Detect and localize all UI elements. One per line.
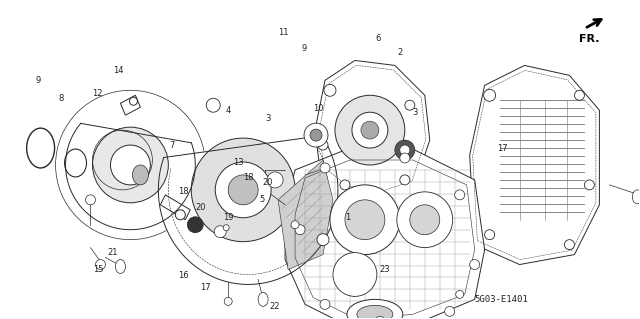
Ellipse shape [320, 163, 330, 173]
Text: 20: 20 [263, 178, 273, 187]
Ellipse shape [224, 297, 232, 305]
Ellipse shape [340, 180, 350, 190]
Ellipse shape [129, 97, 138, 105]
Ellipse shape [206, 98, 220, 112]
Text: 9: 9 [36, 76, 41, 85]
Text: 3: 3 [266, 114, 271, 123]
Text: 3: 3 [412, 108, 417, 117]
Text: 7: 7 [170, 141, 175, 150]
Polygon shape [285, 150, 484, 319]
Ellipse shape [632, 190, 640, 204]
Ellipse shape [324, 84, 336, 96]
Ellipse shape [470, 260, 479, 270]
Ellipse shape [191, 138, 295, 241]
Ellipse shape [454, 190, 465, 200]
Ellipse shape [214, 226, 226, 238]
Ellipse shape [111, 145, 150, 185]
Text: 1: 1 [346, 213, 351, 222]
Polygon shape [65, 123, 195, 230]
Text: 2: 2 [397, 48, 403, 57]
Ellipse shape [484, 89, 495, 101]
Ellipse shape [575, 90, 584, 100]
Ellipse shape [132, 165, 148, 185]
Text: 19: 19 [223, 213, 234, 222]
Ellipse shape [347, 300, 403, 319]
Text: 10: 10 [313, 104, 323, 113]
Text: 18: 18 [178, 187, 189, 197]
Text: 6: 6 [375, 34, 381, 43]
Ellipse shape [335, 95, 405, 165]
Text: 5G03-E1401: 5G03-E1401 [475, 295, 529, 304]
Ellipse shape [400, 175, 410, 185]
Ellipse shape [345, 200, 385, 240]
Ellipse shape [405, 100, 415, 110]
Text: 14: 14 [113, 66, 124, 75]
Ellipse shape [258, 293, 268, 306]
Ellipse shape [352, 112, 388, 148]
Text: 16: 16 [178, 271, 189, 280]
Ellipse shape [484, 230, 495, 240]
Ellipse shape [361, 121, 379, 139]
Ellipse shape [400, 145, 410, 155]
Polygon shape [278, 160, 333, 270]
Ellipse shape [357, 305, 393, 319]
Ellipse shape [318, 140, 328, 150]
Ellipse shape [95, 260, 106, 270]
Text: 4: 4 [225, 106, 231, 115]
Ellipse shape [175, 210, 186, 220]
Ellipse shape [188, 217, 204, 233]
Polygon shape [315, 60, 430, 195]
Ellipse shape [115, 260, 125, 273]
Ellipse shape [295, 225, 305, 235]
Polygon shape [470, 65, 600, 264]
Ellipse shape [291, 221, 299, 229]
Text: 5: 5 [259, 195, 265, 204]
Ellipse shape [86, 195, 95, 205]
Text: 17: 17 [497, 144, 508, 152]
Ellipse shape [317, 234, 329, 246]
Text: 12: 12 [92, 89, 103, 98]
Text: 13: 13 [233, 159, 243, 167]
Text: 15: 15 [93, 265, 104, 274]
Ellipse shape [564, 240, 575, 249]
Ellipse shape [445, 306, 454, 316]
Text: 17: 17 [200, 283, 211, 292]
Ellipse shape [410, 205, 440, 235]
Ellipse shape [400, 153, 410, 163]
Ellipse shape [584, 180, 595, 190]
Text: 18: 18 [243, 174, 253, 182]
Ellipse shape [333, 253, 377, 296]
Text: 22: 22 [270, 302, 280, 311]
Text: 23: 23 [380, 265, 390, 274]
Text: 8: 8 [58, 94, 63, 103]
Ellipse shape [330, 185, 400, 255]
Ellipse shape [320, 300, 330, 309]
Text: 21: 21 [108, 248, 118, 257]
Ellipse shape [310, 129, 322, 141]
Ellipse shape [93, 127, 168, 203]
Text: FR.: FR. [579, 33, 600, 44]
Ellipse shape [456, 290, 464, 298]
Ellipse shape [223, 225, 229, 231]
Text: 11: 11 [278, 28, 289, 37]
Ellipse shape [304, 123, 328, 147]
Polygon shape [120, 95, 140, 115]
Ellipse shape [395, 140, 415, 160]
Ellipse shape [375, 316, 385, 319]
Ellipse shape [267, 172, 283, 188]
Text: 20: 20 [195, 203, 205, 212]
Text: 9: 9 [301, 44, 307, 53]
Ellipse shape [228, 175, 258, 205]
Polygon shape [158, 136, 338, 285]
Polygon shape [161, 195, 190, 220]
Ellipse shape [397, 192, 452, 248]
Ellipse shape [215, 162, 271, 218]
